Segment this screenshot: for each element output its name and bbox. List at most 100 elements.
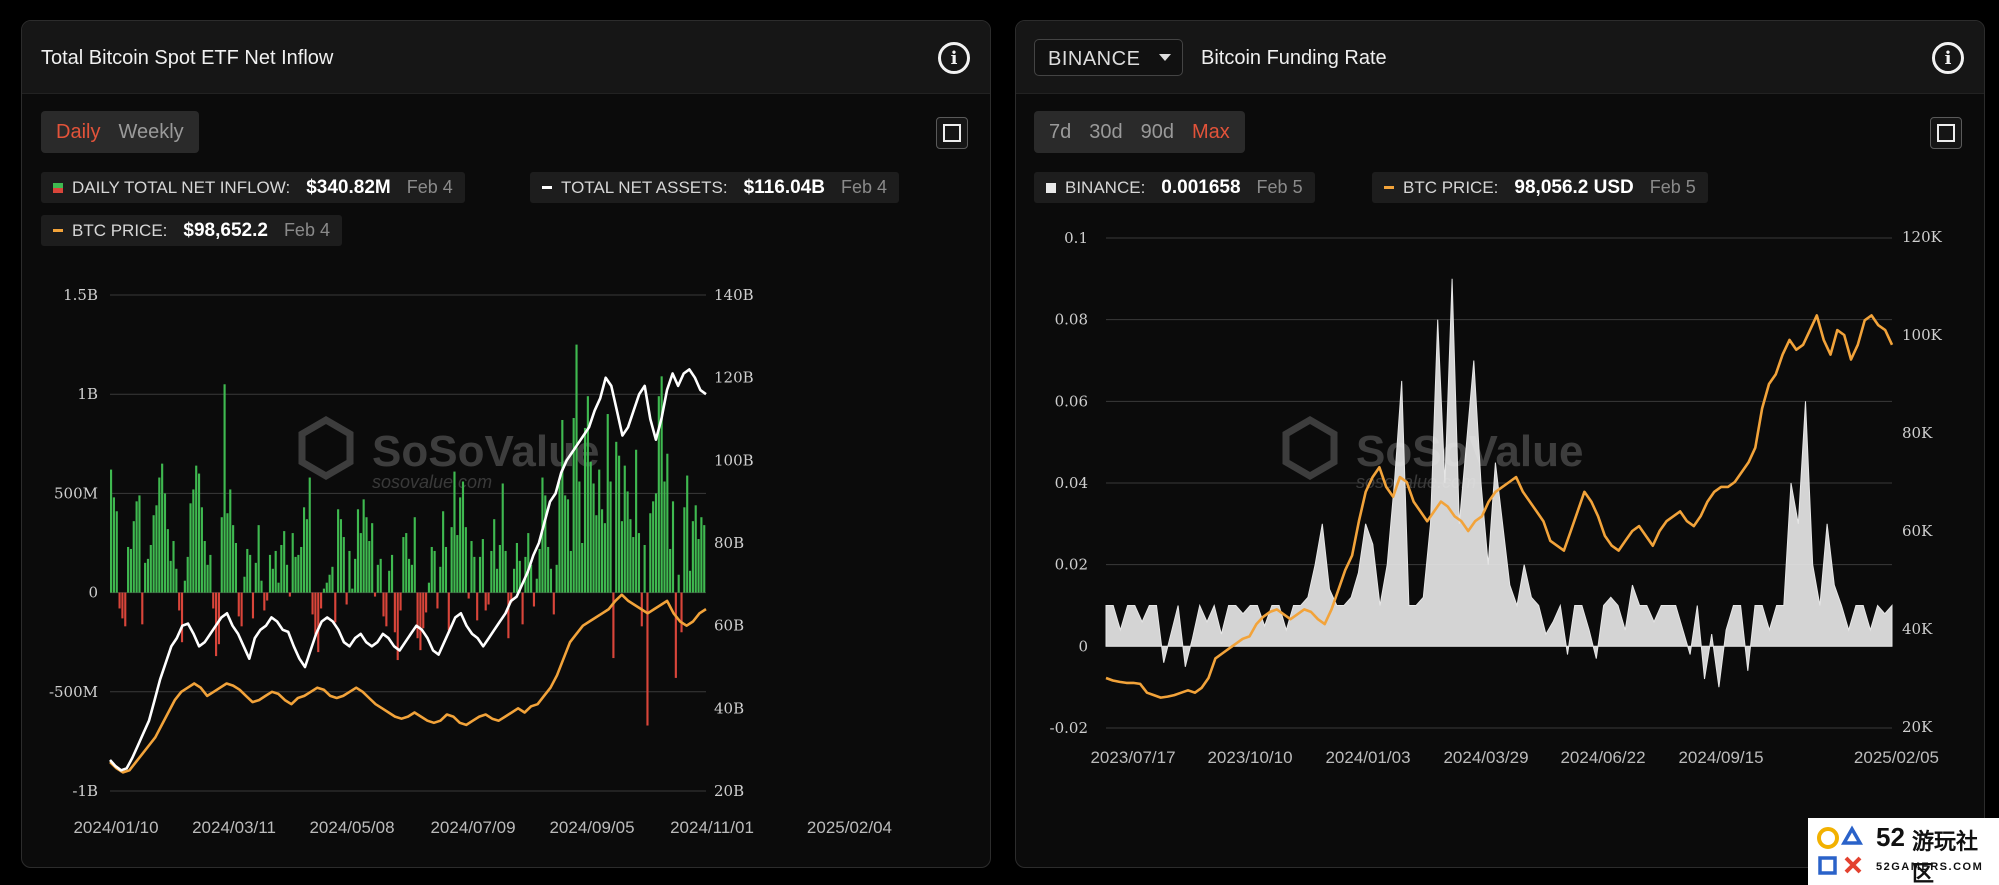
inflow-bar <box>271 568 274 593</box>
fullscreen-icon[interactable] <box>936 117 968 149</box>
inflow-bar <box>552 592 555 615</box>
inflow-bar <box>589 461 592 593</box>
inflow-bar <box>694 505 697 593</box>
inflow-bar <box>178 592 181 611</box>
inflow-bar <box>600 509 604 593</box>
inflow-bar <box>362 499 365 593</box>
interval-toggle: Daily Weekly <box>41 111 199 153</box>
info-icon[interactable]: i <box>938 42 970 74</box>
legend-value: $116.04B <box>743 176 825 198</box>
inflow-bar <box>365 517 368 593</box>
inflow-bar <box>544 495 547 593</box>
tab-weekly[interactable]: Weekly <box>118 120 184 143</box>
x-tick-label: 2024/01/10 <box>73 818 158 837</box>
inflow-bar <box>549 568 553 593</box>
legend-label: BTC PRICE: <box>72 220 168 240</box>
tab-30d[interactable]: 30d <box>1089 120 1123 143</box>
inflow-bar <box>197 473 201 593</box>
inflow-bar <box>371 523 374 593</box>
tab-7d[interactable]: 7d <box>1049 120 1072 143</box>
inflow-bar <box>382 592 385 617</box>
legend-date: Feb 4 <box>283 220 330 240</box>
inflow-bar <box>504 550 507 593</box>
inflow-bar <box>263 592 266 611</box>
x-tick-label: 2023/07/17 <box>1090 748 1175 767</box>
inflow-bar <box>566 499 570 593</box>
y-left-tick-label: 0 <box>1078 637 1088 655</box>
inflow-bar <box>700 517 703 593</box>
panel-title: Bitcoin Funding Rate <box>1201 47 1387 69</box>
inflow-bar <box>186 556 189 593</box>
y-left-tick-label: 0.08 <box>1055 311 1088 329</box>
inflow-bar <box>669 548 672 593</box>
chevron-down-icon <box>1159 54 1171 61</box>
inflow-bar <box>677 574 680 593</box>
inflow-bar <box>635 449 638 593</box>
inflow-bar <box>666 453 669 593</box>
inflow-bar <box>498 544 501 593</box>
inflow-bar <box>385 592 388 627</box>
inflow-bar <box>510 592 513 603</box>
inflow-bar <box>629 519 632 593</box>
legend-daily-inflow: DAILY TOTAL NET INFLOW: $340.82M Feb 4 <box>41 172 465 203</box>
inflow-bar <box>243 576 246 593</box>
exchange-select[interactable]: BINANCE <box>1034 39 1183 76</box>
inflow-bar <box>564 495 567 593</box>
inflow-bar <box>396 592 399 661</box>
etf-inflow-chart[interactable]: -1B -500M 0 500M 1B 1.5B 20B 40B 60B 80B 100B 120B 1… <box>22 21 991 868</box>
inflow-bar <box>691 521 694 593</box>
watermark-logo-icon <box>298 415 354 481</box>
inflow-bar <box>226 513 229 593</box>
site-logo-icon <box>1817 825 1864 875</box>
inflow-bar <box>626 491 629 593</box>
y-right-tick-label: 100K <box>1902 326 1943 344</box>
inflow-bar <box>192 489 195 593</box>
inflow-bar <box>419 592 422 651</box>
exchange-value: BINANCE <box>1048 48 1141 70</box>
inflow-bar <box>674 592 677 678</box>
y-right-tick-label: 20K <box>1902 718 1933 736</box>
inflow-bar <box>305 519 308 593</box>
x-tick-label: 2024/05/08 <box>309 818 394 837</box>
inflow-bar <box>444 546 448 593</box>
inflow-bar <box>135 501 138 593</box>
inflow-bar <box>229 489 232 593</box>
legend-binance: BINANCE: 0.001658 Feb 5 <box>1034 172 1315 203</box>
y-left-tick-label: -500M <box>49 683 98 701</box>
inflow-bar <box>112 497 115 593</box>
tab-daily[interactable]: Daily <box>56 120 101 143</box>
inflow-bar <box>180 592 184 643</box>
inflow-bar <box>478 556 482 593</box>
inflow-bar <box>348 550 351 593</box>
funding-rate-chart[interactable]: -0.02 0 0.02 0.04 0.06 0.08 0.1 20K 40K 60K 80K 100… <box>1016 21 1985 868</box>
inflow-bar <box>317 592 320 653</box>
inflow-bar <box>595 515 598 593</box>
site-name: 游玩社区 <box>1912 829 1979 885</box>
inflow-bar <box>527 533 530 593</box>
inflow-bar <box>541 477 544 593</box>
info-icon[interactable]: i <box>1932 42 1964 74</box>
x-tick-label: 2024/06/22 <box>1560 748 1645 767</box>
inflow-bar <box>408 558 411 593</box>
x-tick-label: 2024/01/03 <box>1325 748 1410 767</box>
inflow-bar <box>115 511 118 593</box>
fullscreen-icon[interactable] <box>1930 117 1962 149</box>
inflow-bar <box>490 550 493 593</box>
inflow-bar <box>388 570 391 593</box>
tab-90d[interactable]: 90d <box>1140 120 1174 143</box>
inflow-bar <box>155 505 158 593</box>
tab-max[interactable]: Max <box>1192 120 1230 143</box>
y-left-tick-label: 0.06 <box>1055 392 1088 410</box>
inflow-bar <box>646 592 649 726</box>
y-right-tick-label: 120K <box>1902 228 1943 246</box>
inflow-bar <box>124 592 127 627</box>
inflow-bar <box>285 564 289 593</box>
inflow-bar <box>598 469 601 593</box>
inflow-bar <box>311 592 314 615</box>
y-left-tick-label: -0.02 <box>1050 719 1088 737</box>
inflow-bar <box>402 537 405 593</box>
y-left-tick-label: 0 <box>88 584 98 602</box>
inflow-bar <box>232 525 235 593</box>
inflow-bar <box>249 554 252 593</box>
inflow-bar <box>172 541 175 593</box>
